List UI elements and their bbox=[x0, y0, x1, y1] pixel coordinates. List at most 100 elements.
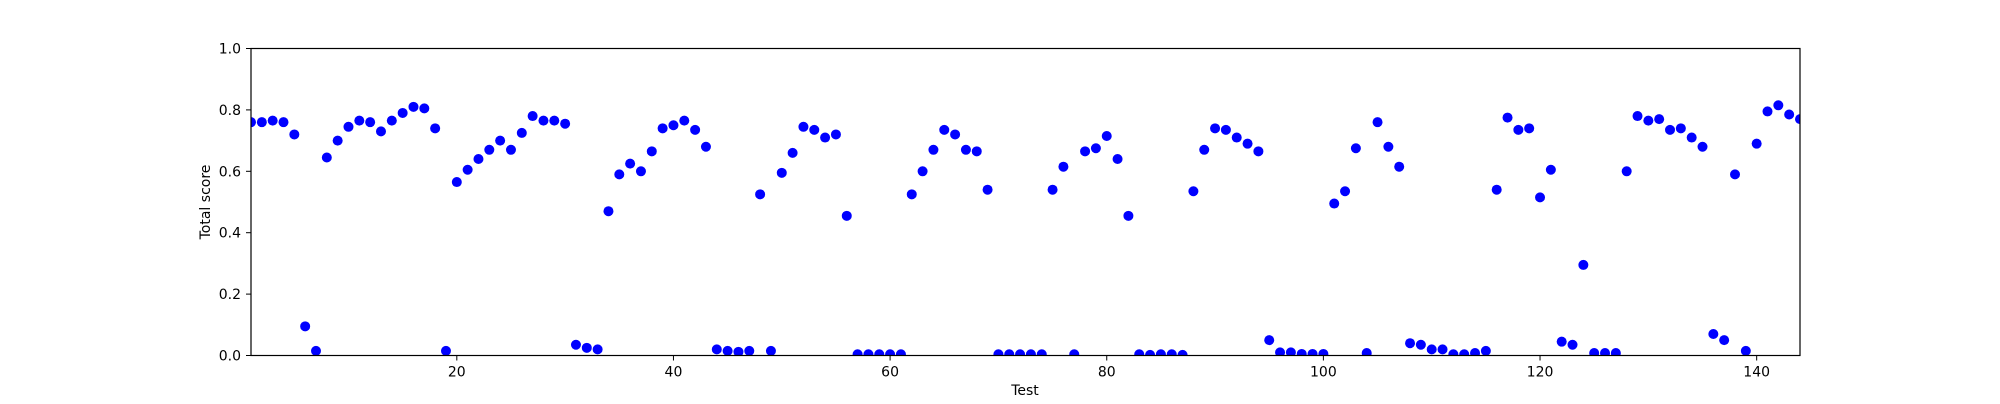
data-point bbox=[1697, 141, 1708, 152]
x-tick-label: 20 bbox=[448, 365, 466, 381]
x-axis-label: Test bbox=[1010, 383, 1039, 399]
data-point bbox=[1318, 348, 1329, 356]
data-point bbox=[863, 349, 874, 356]
x-tick-label: 60 bbox=[881, 365, 899, 381]
data-point bbox=[1307, 348, 1318, 356]
data-point bbox=[1545, 164, 1556, 175]
data-point bbox=[700, 141, 711, 152]
data-point bbox=[1740, 345, 1751, 356]
data-point bbox=[1448, 349, 1459, 356]
data-point bbox=[1491, 184, 1502, 195]
data-point bbox=[267, 115, 278, 126]
data-point bbox=[430, 123, 441, 134]
x-tick-label: 100 bbox=[1310, 365, 1337, 381]
data-point bbox=[993, 349, 1004, 356]
data-point bbox=[733, 346, 744, 356]
data-point bbox=[1253, 146, 1264, 157]
data-point bbox=[1610, 348, 1621, 356]
data-point bbox=[365, 117, 376, 128]
data-point bbox=[1589, 348, 1600, 356]
y-axis-label: Total score bbox=[198, 165, 214, 241]
data-point bbox=[1090, 143, 1101, 154]
data-point bbox=[1340, 186, 1351, 197]
data-point bbox=[1220, 124, 1231, 135]
data-point bbox=[711, 344, 722, 355]
x-tick-label: 140 bbox=[1743, 365, 1770, 381]
data-point bbox=[1285, 347, 1296, 356]
data-point bbox=[603, 206, 614, 217]
data-point bbox=[1047, 184, 1058, 195]
data-point bbox=[917, 166, 928, 177]
data-point bbox=[375, 126, 386, 137]
data-point bbox=[1101, 130, 1112, 141]
x-axis-ticks: 20 40 60 80 100 120 140 bbox=[448, 355, 1770, 381]
data-point bbox=[939, 124, 950, 135]
data-point bbox=[1773, 100, 1784, 111]
data-point bbox=[386, 115, 397, 126]
data-point bbox=[1199, 144, 1210, 155]
data-point bbox=[581, 342, 592, 353]
data-point bbox=[1036, 349, 1047, 356]
data-point bbox=[495, 135, 506, 146]
data-point bbox=[1155, 349, 1166, 356]
data-point bbox=[505, 144, 516, 155]
y-axis-ticks: 0.0 0.2 0.4 0.6 0.8 1.0 bbox=[219, 42, 251, 365]
data-point bbox=[1383, 141, 1394, 152]
data-point bbox=[1112, 154, 1123, 165]
data-point bbox=[906, 189, 917, 200]
data-point bbox=[1329, 198, 1340, 209]
points-layer bbox=[251, 100, 1800, 356]
data-point bbox=[885, 349, 896, 356]
y-tick-label: 0.8 bbox=[219, 103, 241, 119]
data-point bbox=[755, 189, 766, 200]
data-point bbox=[1643, 115, 1654, 126]
data-point bbox=[1459, 349, 1470, 356]
data-point bbox=[451, 177, 462, 188]
data-point bbox=[1795, 114, 1800, 125]
data-point bbox=[1177, 349, 1188, 356]
data-point bbox=[278, 117, 289, 128]
data-point bbox=[256, 117, 267, 128]
data-point bbox=[343, 121, 354, 132]
data-point bbox=[251, 117, 256, 128]
data-point bbox=[1751, 138, 1762, 149]
y-tick-label: 0.0 bbox=[219, 349, 241, 365]
data-point bbox=[1134, 349, 1145, 356]
data-point bbox=[928, 144, 939, 155]
data-point bbox=[635, 166, 646, 177]
x-tick-label: 120 bbox=[1527, 365, 1554, 381]
data-point bbox=[1166, 349, 1177, 356]
data-point bbox=[646, 146, 657, 157]
y-tick-label: 0.2 bbox=[219, 287, 241, 303]
data-point bbox=[1372, 117, 1383, 128]
data-point bbox=[332, 135, 343, 146]
data-point bbox=[1719, 335, 1730, 346]
data-point bbox=[1188, 186, 1199, 197]
data-point bbox=[1405, 338, 1416, 349]
data-point bbox=[1762, 106, 1773, 117]
data-point bbox=[462, 164, 473, 175]
data-point bbox=[1524, 123, 1535, 134]
data-point bbox=[614, 169, 625, 180]
data-point bbox=[657, 123, 668, 134]
data-point bbox=[971, 146, 982, 157]
data-point bbox=[473, 154, 484, 165]
data-point bbox=[440, 345, 451, 356]
x-tick-label: 80 bbox=[1098, 365, 1116, 381]
data-point bbox=[484, 144, 495, 155]
y-tick-label: 0.4 bbox=[219, 226, 241, 242]
data-point bbox=[1004, 349, 1015, 356]
data-point bbox=[1275, 347, 1286, 356]
data-point bbox=[744, 345, 755, 356]
data-point bbox=[1123, 210, 1134, 221]
data-point bbox=[1513, 124, 1524, 135]
data-point bbox=[1708, 329, 1719, 340]
data-point bbox=[1394, 161, 1405, 172]
data-point bbox=[300, 321, 311, 332]
data-point bbox=[1480, 345, 1491, 356]
data-point bbox=[950, 129, 961, 140]
data-point bbox=[1210, 123, 1221, 134]
data-point bbox=[1567, 339, 1578, 350]
